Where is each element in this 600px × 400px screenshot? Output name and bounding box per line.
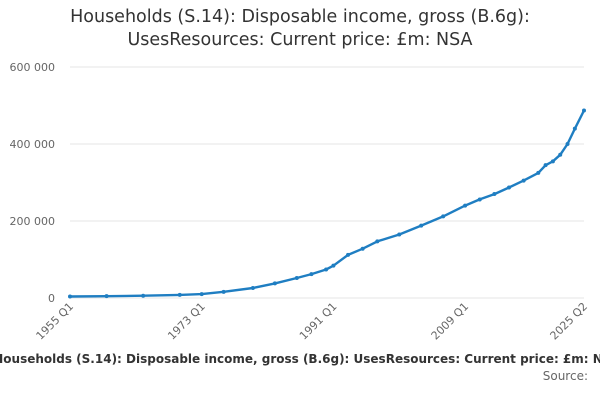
data-point[interactable]	[221, 289, 226, 294]
data-point[interactable]	[572, 126, 577, 131]
data-point[interactable]	[492, 192, 497, 197]
y-tick-label: 200 000	[10, 215, 56, 228]
y-tick-label: 600 000	[10, 61, 56, 74]
x-axis-ticks: 1955 Q1 1973 Q1 1991 Q1 2009 Q1 2025 Q2	[34, 300, 591, 343]
y-tick-label: 400 000	[10, 138, 56, 151]
data-point[interactable]	[419, 223, 424, 228]
data-point[interactable]	[309, 272, 314, 277]
source-label: Source:	[542, 369, 588, 383]
data-point[interactable]	[565, 142, 570, 146]
x-tick-label: 1991 Q1	[297, 300, 340, 343]
legend[interactable]: Households (S.14): Disposable income, gr…	[0, 352, 600, 369]
chart-title-line-1: Households (S.14): Disposable income, gr…	[70, 7, 530, 27]
data-point[interactable]	[324, 267, 329, 272]
y-axis-ticks: 0 200 000 400 000 600 000	[10, 61, 56, 305]
y-tick-label: 0	[48, 292, 55, 305]
legend-item-label[interactable]: Households (S.14): Disposable income, gr…	[0, 352, 600, 366]
series-layer	[68, 108, 586, 299]
data-point[interactable]	[272, 281, 277, 286]
data-point[interactable]	[68, 294, 72, 299]
data-point[interactable]	[360, 246, 365, 251]
x-tick-label: 2025 Q2	[548, 300, 591, 343]
x-tick-label: 2009 Q1	[429, 300, 472, 343]
data-point[interactable]	[441, 214, 446, 219]
data-point[interactable]	[104, 294, 109, 299]
x-tick-label: 1955 Q1	[34, 300, 77, 343]
chart-title-line-2: UsesResources: Current price: £m: NSA	[127, 30, 473, 50]
data-point[interactable]	[250, 285, 255, 290]
data-point[interactable]	[582, 108, 586, 113]
data-point[interactable]	[397, 232, 402, 237]
data-point[interactable]	[331, 263, 336, 268]
chart-title: Households (S.14): Disposable income, gr…	[0, 6, 600, 52]
data-point[interactable]	[346, 252, 351, 257]
data-point[interactable]	[375, 239, 380, 244]
data-point[interactable]	[536, 170, 541, 175]
data-point[interactable]	[141, 293, 146, 298]
gridlines	[70, 66, 584, 299]
x-tick-label: 1973 Q1	[165, 300, 208, 343]
data-point[interactable]	[550, 159, 555, 164]
data-point[interactable]	[543, 163, 548, 168]
data-point[interactable]	[177, 292, 182, 297]
data-point[interactable]	[521, 178, 526, 183]
data-point[interactable]	[199, 292, 204, 297]
data-point[interactable]	[477, 197, 482, 202]
data-point[interactable]	[463, 203, 468, 208]
data-point[interactable]	[558, 152, 563, 157]
data-point[interactable]	[294, 275, 299, 280]
data-point[interactable]	[507, 185, 512, 190]
